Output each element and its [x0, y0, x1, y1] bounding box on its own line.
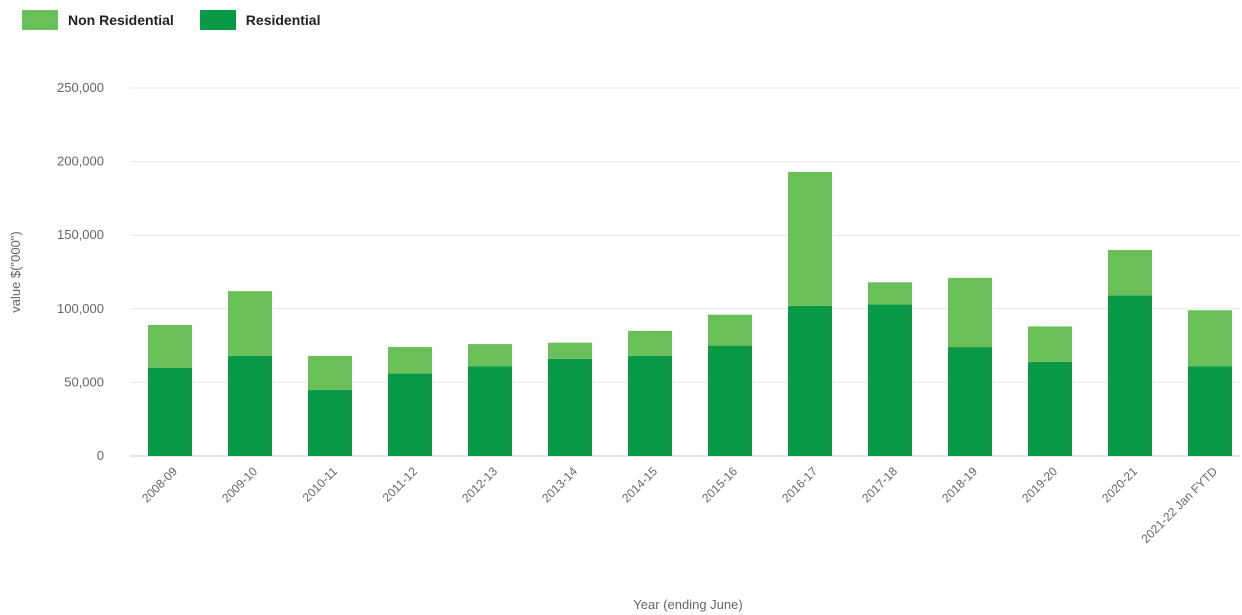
x-tick-label: 2021-22 Jan FYTD	[1139, 464, 1221, 546]
x-tick-label: 2020-21	[1099, 464, 1140, 505]
bar-residential-2018-19[interactable]	[948, 347, 992, 456]
legend-label-residential: Residential	[245, 12, 321, 28]
bar-non-residential-2018-19[interactable]	[948, 277, 992, 348]
bar-non-residential-2008-09[interactable]	[148, 324, 192, 368]
x-tick-label: 2012-13	[459, 464, 500, 505]
y-tick-label: 250,000	[57, 80, 104, 95]
y-tick-label: 0	[97, 448, 104, 463]
bar-residential-2020-21[interactable]	[1108, 295, 1152, 456]
y-tick-label: 50,000	[64, 374, 104, 389]
x-tick-label: 2017-18	[859, 464, 900, 505]
bar-residential-2012-13[interactable]	[468, 366, 512, 456]
bar-non-residential-2011-12[interactable]	[388, 347, 432, 374]
bar-residential-2021-22 Jan FYTD[interactable]	[1188, 366, 1232, 456]
bar-residential-2011-12[interactable]	[388, 373, 432, 456]
bar-residential-2013-14[interactable]	[548, 358, 592, 456]
bar-residential-2014-15[interactable]	[628, 355, 672, 456]
legend-swatch-residential	[199, 10, 236, 30]
bar-non-residential-2017-18[interactable]	[868, 282, 912, 305]
bar-non-residential-2013-14[interactable]	[548, 342, 592, 359]
legend-item-non-residential[interactable]: Non Residential	[22, 10, 174, 30]
x-tick-label: 2016-17	[779, 464, 820, 505]
bar-non-residential-2009-10[interactable]	[228, 291, 272, 356]
x-tick-label: 2014-15	[619, 464, 660, 505]
bar-non-residential-2015-16[interactable]	[708, 314, 752, 346]
x-tick-label: 2009-10	[219, 464, 260, 505]
bar-non-residential-2010-11[interactable]	[308, 355, 352, 390]
bar-residential-2010-11[interactable]	[308, 389, 352, 456]
bar-residential-2019-20[interactable]	[1028, 361, 1072, 456]
bar-non-residential-2012-13[interactable]	[468, 344, 512, 367]
bar-non-residential-2014-15[interactable]	[628, 330, 672, 356]
bar-residential-2008-09[interactable]	[148, 367, 192, 456]
y-tick-label: 150,000	[57, 227, 104, 242]
bar-residential-2009-10[interactable]	[228, 355, 272, 456]
y-tick-label: 200,000	[57, 154, 104, 169]
x-tick-label: 2015-16	[699, 464, 740, 505]
chart-legend: Non Residential Residential	[22, 10, 321, 30]
x-tick-label: 2019-20	[1019, 464, 1060, 505]
bar-non-residential-2019-20[interactable]	[1028, 326, 1072, 362]
x-tick-labels: 2008-09 2009-10 2010-11 2011-12 2012-13 2013-…	[139, 464, 1220, 546]
y-tick-labels: 0 50,000 100,000 150,000 200,000 250,000	[57, 80, 104, 463]
gridlines	[130, 87, 1240, 457]
x-tick-label: 2008-09	[139, 464, 180, 505]
x-tick-label: 2013-14	[539, 464, 580, 505]
legend-label-non-residential: Non Residential	[68, 12, 174, 28]
bar-residential-2016-17[interactable]	[788, 305, 832, 456]
bars	[148, 171, 1232, 456]
y-tick-label: 100,000	[57, 301, 104, 316]
x-tick-label: 2011-12	[380, 464, 421, 505]
bar-non-residential-2020-21[interactable]	[1108, 249, 1152, 296]
bar-residential-2015-16[interactable]	[708, 345, 752, 456]
bar-residential-2017-18[interactable]	[868, 304, 912, 456]
bar-non-residential-2021-22 Jan FYTD[interactable]	[1188, 310, 1232, 367]
legend-swatch-non-residential	[22, 10, 58, 30]
x-tick-label: 2018-19	[939, 464, 980, 505]
x-axis-label: Year (ending June)	[633, 597, 742, 612]
x-tick-label: 2010-11	[300, 464, 341, 505]
y-axis-label: value $("000")	[8, 231, 23, 313]
legend-item-residential[interactable]: Residential	[199, 10, 321, 30]
bar-non-residential-2016-17[interactable]	[788, 171, 832, 306]
